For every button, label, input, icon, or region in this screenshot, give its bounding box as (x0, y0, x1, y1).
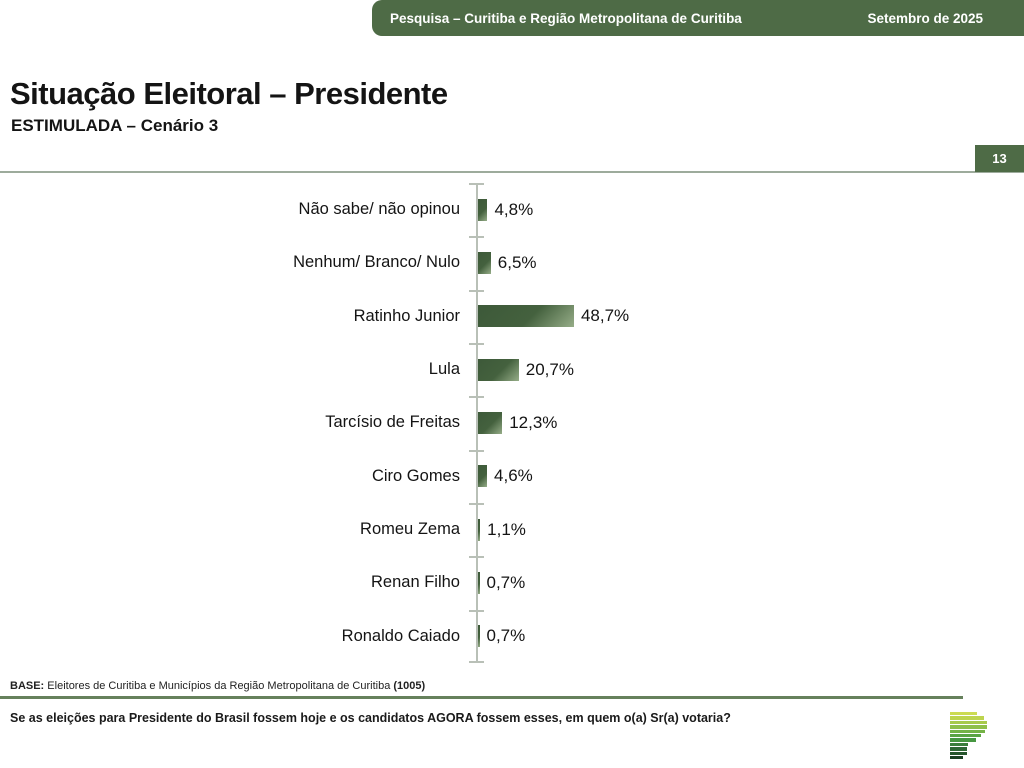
axis-tick (469, 396, 484, 399)
chart-row: Não sabe/ não opinou 4,8% (0, 183, 800, 236)
chart-row: Lula 20,7% (0, 343, 800, 396)
logo-stripe (950, 720, 987, 725)
chart-row: Nenhum/ Branco/ Nulo 6,5% (0, 236, 800, 289)
base-text: Eleitores de Curitiba e Municípios da Re… (44, 680, 394, 692)
parana-pesquisas-logo (950, 712, 990, 762)
category-label: Ratinho Junior (353, 306, 460, 325)
category-label: Romeu Zema (360, 520, 460, 539)
category-label: Nenhum/ Branco/ Nulo (293, 253, 460, 272)
chart-row: Tarcísio de Freitas 12,3% (0, 396, 800, 449)
logo-stripe (950, 738, 976, 742)
value-label: 4,6% (494, 466, 533, 486)
page-subtitle: ESTIMULADA – Cenário 3 (11, 116, 219, 135)
axis-tick (469, 556, 484, 559)
bar-chart: Não sabe/ não opinou 4,8% Nenhum/ Branco/ … (0, 183, 800, 663)
base-label: BASE: (10, 680, 45, 692)
bar (478, 411, 503, 434)
value-label: 12,3% (509, 412, 558, 432)
logo-stripe (950, 729, 985, 733)
bar (478, 625, 480, 648)
category-label: Lula (428, 360, 460, 379)
logo-stripe (950, 755, 963, 760)
slide-header-bar: Pesquisa – Curitiba e Região Metropolita… (372, 0, 1024, 36)
page-title: Situação Eleitoral – Presidente (10, 76, 448, 111)
chart-row: Romeu Zema 1,1% (0, 503, 800, 556)
axis-tick (469, 183, 484, 185)
axis-tick (469, 449, 484, 452)
chart-row: Renan Filho 0,7% (0, 556, 800, 609)
value-label: 1,1% (487, 519, 526, 539)
value-label: 0,7% (486, 572, 526, 592)
value-label: 20,7% (525, 359, 574, 379)
logo-stripe (950, 733, 981, 738)
category-label: Ronaldo Caiado (341, 626, 460, 645)
value-label: 6,5% (497, 252, 537, 272)
bar (478, 305, 574, 328)
survey-date: Setembro de 2025 (867, 10, 983, 26)
logo-stripe (950, 725, 987, 729)
title-divider (0, 171, 1024, 173)
footer-rule (0, 696, 963, 699)
axis-tick (469, 343, 484, 345)
logo-stripe (950, 716, 984, 720)
bar (478, 571, 480, 594)
bar (478, 251, 491, 274)
logo-stripe (950, 742, 968, 747)
value-label: 4,8% (494, 199, 534, 219)
category-label: Ciro Gomes (371, 466, 460, 485)
axis-tick (469, 609, 484, 612)
base-note: BASE: Eleitores de Curitiba e Municípios… (10, 680, 425, 692)
bar (478, 465, 488, 488)
logo-stripe (950, 747, 967, 751)
chart-row: Ronaldo Caiado 0,7% (0, 610, 800, 663)
bar (478, 198, 488, 221)
survey-question: Se as eleições para Presidente do Brasil… (10, 711, 731, 725)
chart-row: Ciro Gomes 4,6% (0, 450, 800, 503)
logo-stripe (950, 712, 977, 716)
axis-tick (469, 503, 484, 505)
page-number-badge: 13 (975, 145, 1024, 172)
axis-tick (469, 289, 484, 292)
logo-stripe (950, 751, 967, 755)
base-count: (1005) (393, 680, 426, 692)
axis-tick (469, 236, 484, 239)
bar (478, 358, 519, 381)
bar (478, 518, 481, 541)
category-label: Tarcísio de Freitas (325, 413, 460, 432)
value-label: 0,7% (486, 626, 526, 646)
axis-tick (469, 661, 484, 663)
survey-title: Pesquisa – Curitiba e Região Metropolita… (390, 10, 742, 26)
category-label: Renan Filho (371, 573, 460, 592)
chart-axis (476, 183, 478, 663)
value-label: 48,7% (580, 306, 630, 326)
chart-row: Ratinho Junior 48,7% (0, 290, 800, 343)
category-label: Não sabe/ não opinou (298, 200, 460, 219)
